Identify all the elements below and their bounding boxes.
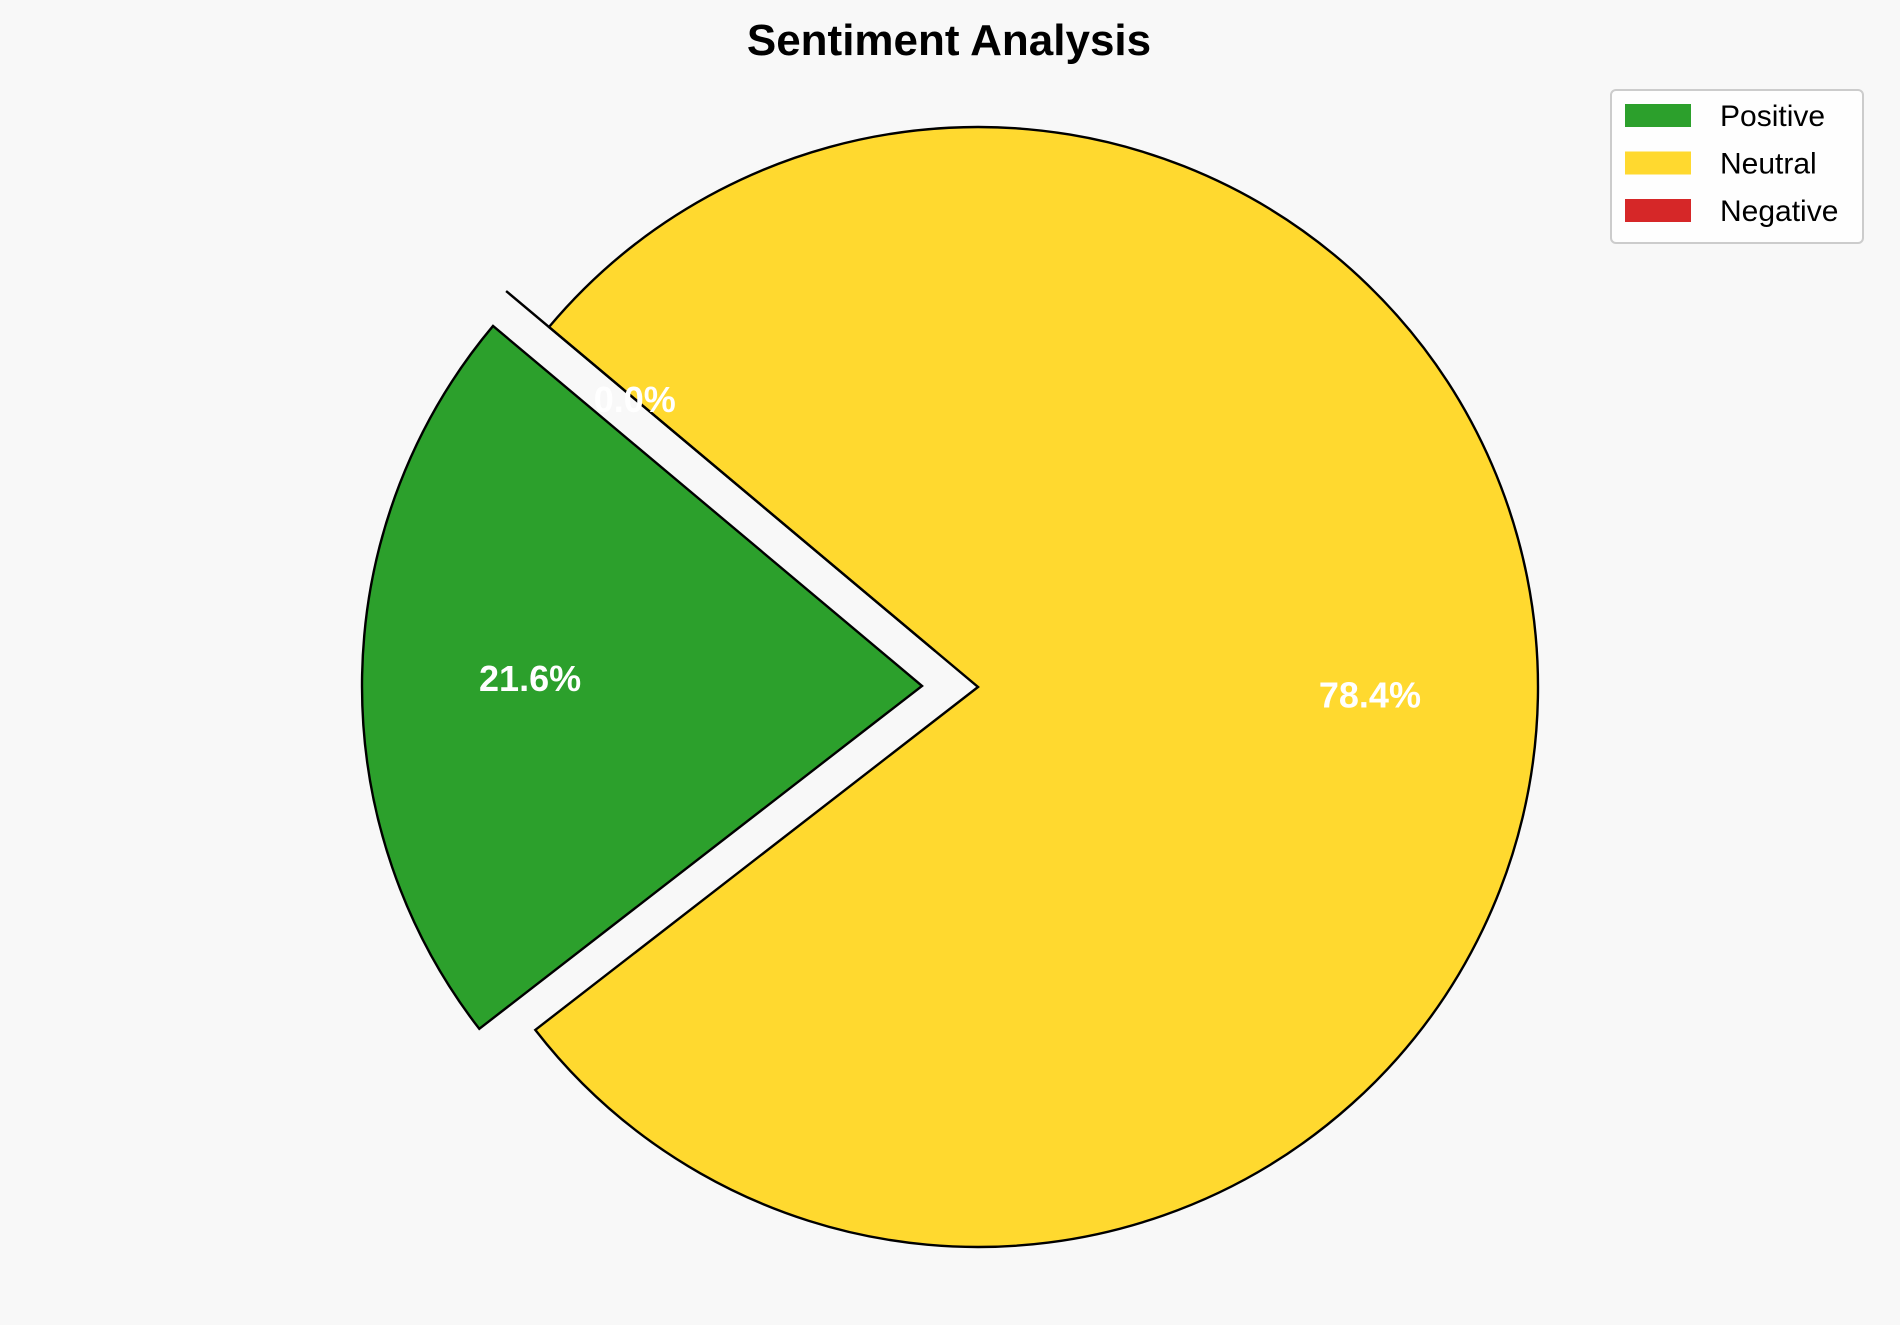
slice-label-neutral: 78.4% (1319, 675, 1421, 716)
legend-label-negative: Negative (1720, 195, 1838, 228)
pie-slice-neutral (533, 125, 1540, 1249)
legend-swatch-neutral (1625, 151, 1691, 175)
legend-swatch-positive (1625, 104, 1691, 127)
legend: Positive Neutral Negative (1610, 89, 1864, 244)
chart-title: Sentiment Analysis (747, 16, 1151, 65)
legend-swatch-negative (1625, 199, 1691, 222)
slice-label-negative: 0.0% (594, 379, 676, 420)
slice-label-positive: 21.6% (479, 658, 581, 699)
legend-label-positive: Positive (1720, 100, 1825, 133)
legend-label-neutral: Neutral (1720, 148, 1817, 181)
pie-slice-negative (505, 290, 936, 652)
pie-slice-positive (360, 324, 924, 1031)
